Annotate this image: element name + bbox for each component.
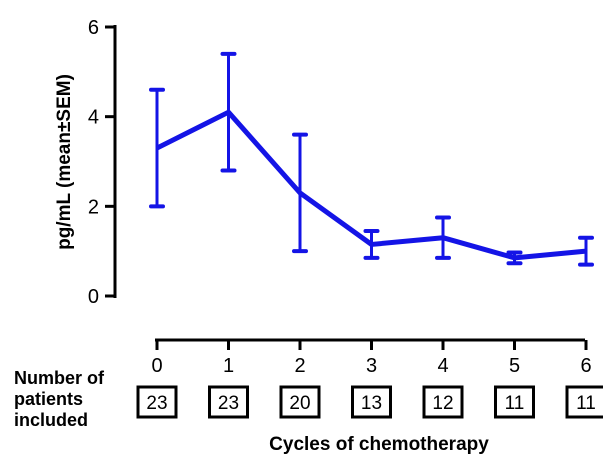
patients-box-3 <box>351 385 392 419</box>
x-tick-label-2: 2 <box>294 355 305 377</box>
patients-count-1: 23 <box>218 393 239 414</box>
patients-box-5 <box>494 385 535 419</box>
x-tick-label-6: 6 <box>580 355 591 377</box>
patients-label-line-1: Number of <box>14 368 105 388</box>
y-tick-label-6: 6 <box>88 17 99 39</box>
y-tick-label-0: 0 <box>88 286 99 308</box>
patients-box-0 <box>136 385 178 419</box>
y-axis: 0 2 4 6 pg/mL (mean±SEM) <box>54 17 117 308</box>
patients-count-4: 12 <box>432 393 453 414</box>
patients-count-6: 11 <box>576 393 596 414</box>
x-tick-label-1: 1 <box>223 355 234 377</box>
y-tick-label-2: 2 <box>88 196 99 218</box>
patients-label-line-2: patients <box>14 389 83 409</box>
y-axis-label: pg/mL (mean±SEM) <box>54 74 75 250</box>
x-axis-label: Cycles of chemotherapy <box>269 434 489 455</box>
x-tick-label-4: 4 <box>437 355 448 377</box>
x-tick-label-5: 5 <box>509 355 520 377</box>
patients-label: Number of patients included <box>14 368 105 430</box>
x-tick-label-3: 3 <box>366 355 377 377</box>
patients-count-5: 11 <box>505 393 525 414</box>
patients-label-line-3: included <box>14 410 88 430</box>
patients-box-6 <box>565 385 603 419</box>
patients-count-3: 13 <box>361 393 382 414</box>
patients-row: 23 23 20 13 12 11 11 <box>136 385 603 419</box>
x-tick-label-0: 0 <box>151 355 162 377</box>
patients-count-2: 20 <box>289 393 310 414</box>
patients-box-4 <box>422 385 464 419</box>
patients-box-2 <box>279 385 321 419</box>
series-line <box>155 109 587 261</box>
y-tick-label-4: 4 <box>88 107 99 129</box>
patients-box-1 <box>208 385 249 419</box>
plot-area <box>149 51 594 267</box>
patients-count-0: 23 <box>146 393 167 414</box>
